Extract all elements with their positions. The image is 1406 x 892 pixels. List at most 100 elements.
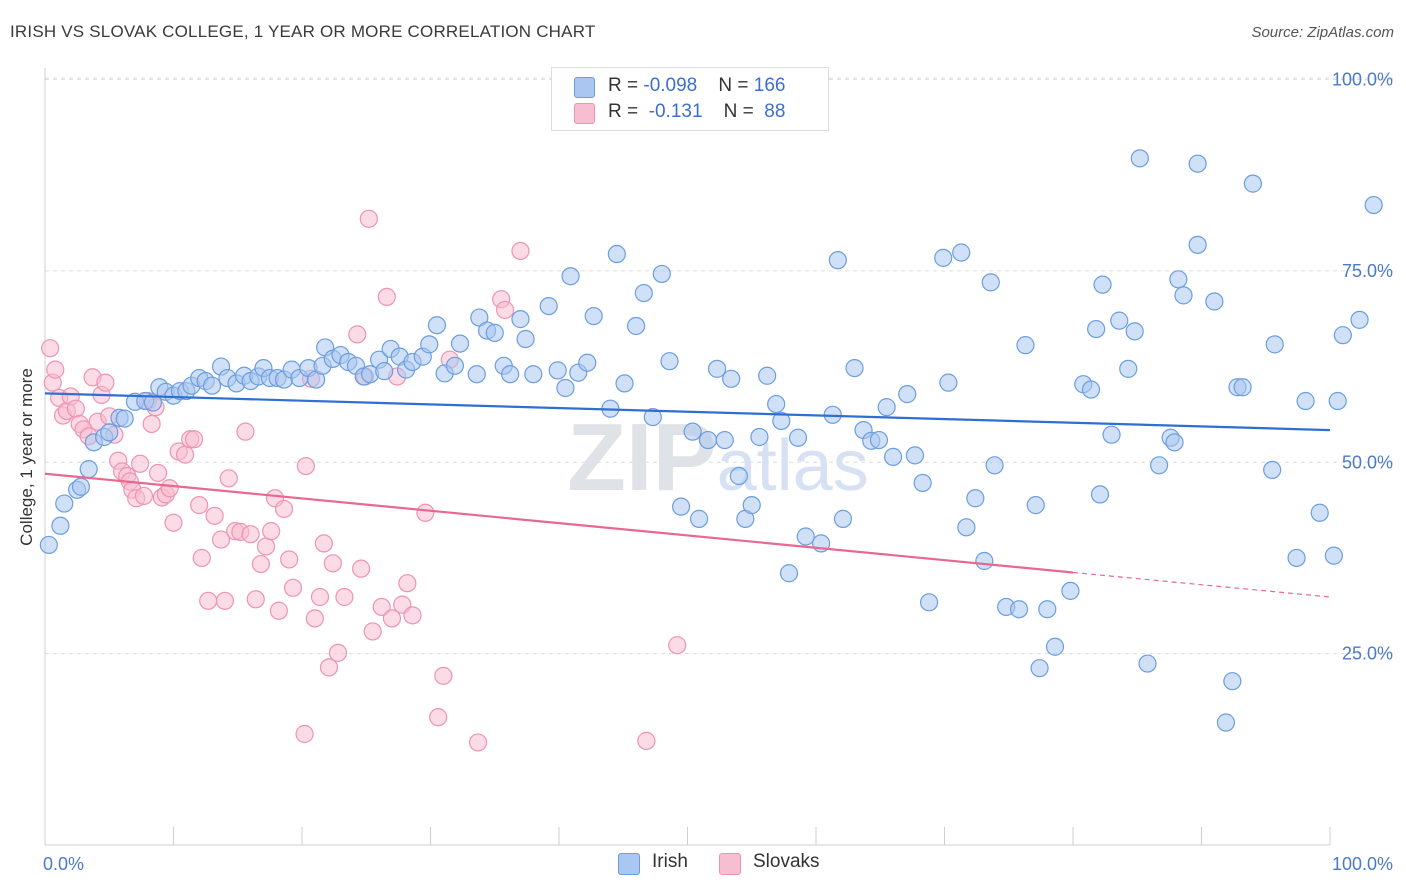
irish-point [877,398,896,417]
slovak-point [96,373,115,392]
irish-point [516,329,535,349]
slovak-point [211,530,231,549]
irish-point [626,316,646,336]
irish-point [539,296,558,316]
slovak-swatch [574,103,595,124]
y-tick-label: 25.0% [1342,644,1393,664]
irish-points [39,149,1383,732]
legend-label-slovaks: Slovaks [753,851,820,872]
irish-point [707,359,727,378]
slovak-point [668,636,687,655]
n-label: N = [723,101,760,122]
irish-point [1087,319,1106,339]
irish-point [615,374,634,393]
irish-point [767,394,786,414]
slovak-point [241,525,260,544]
irish-point [1090,485,1110,504]
irish-point [375,362,394,381]
irish-point [671,497,691,516]
slovak-point [637,731,656,750]
y-tick-label: 50.0% [1342,452,1393,472]
irish-point [869,430,889,450]
irish-point [607,244,626,264]
irish-point [1296,391,1315,411]
irish-point [1030,659,1049,678]
irish-point [39,535,58,555]
irish-point [905,446,925,465]
irish-point [450,334,470,353]
slovak-point [398,574,417,593]
irish-point [796,527,815,546]
slovak-point [175,445,195,464]
r-value-irish: -0.098 [643,75,698,96]
slovak-point [164,513,183,532]
irish-point [100,423,119,442]
y-axis-label: College, 1 year or more [17,368,36,546]
irish-point [1263,460,1282,480]
irish-swatch [618,853,640,875]
irish-point [1350,310,1369,329]
legend-slovak-text: R = -0.131 N = 88 [608,101,785,123]
slovak-point [328,643,348,662]
irish-point [143,393,163,412]
trend-lines [44,392,1331,598]
slovak-point [262,522,281,541]
irish-point [71,477,91,496]
irish-point [1333,326,1352,345]
slovak-point [41,339,60,358]
irish-point [1233,378,1252,397]
irish-trend-line [44,392,1331,432]
slovak-point [269,601,288,620]
slovak-point [434,666,453,685]
slovak-point [335,587,354,607]
irish-point [115,409,134,428]
irish-point [1045,637,1065,656]
slovak-point [130,454,150,473]
slovak-point [416,503,435,522]
irish-point [420,335,439,354]
irish-point [966,489,985,508]
irish-point [584,306,603,326]
slovak-point [352,559,371,578]
slovak-point [251,554,270,574]
slovak-point [363,622,382,641]
slovak-point [280,550,299,569]
correlation-legend: R = -0.098 N = 166 R = -0.131 N = 88 [551,67,829,131]
y-tick-label: 100.0% [1332,70,1393,90]
slovak-point [372,597,391,617]
irish-point [828,251,847,270]
slovak-swatch [719,853,741,875]
irish-point [55,494,74,513]
axes [44,68,1331,846]
slovak-point [283,578,303,597]
slovak-point [274,499,294,519]
irish-point [934,248,953,267]
x-tick-label: 0.0% [43,854,84,874]
irish-point [1169,270,1188,289]
irish-point [1093,275,1112,294]
irish-point [79,460,98,479]
irish-point [556,378,575,398]
irish-point [1223,672,1242,691]
irish-point [1243,174,1263,193]
slovak-point [348,325,367,344]
irish-point [1081,380,1101,399]
slovak-point [190,496,209,515]
irish-point [1310,503,1329,522]
irish-point [689,509,709,528]
slovak-point [219,469,238,488]
axis-ticks: 25.0% 50.0% 75.0% 100.0% 0.0% 100.0% [43,70,1393,875]
irish-point [634,283,653,303]
irish-point [1188,154,1207,173]
slovak-point [199,591,218,610]
r-label: R = [608,75,644,96]
irish-point [833,509,853,528]
slovak-point [403,606,422,625]
slovak-point [246,590,265,609]
slovak-point [314,534,333,553]
slovak-point [305,609,324,628]
chart-title: IRISH VS SLOVAK COLLEGE, 1 YEAR OR MORE … [10,22,596,41]
irish-point [1038,600,1057,619]
n-value-slovaks: 88 [759,101,786,122]
